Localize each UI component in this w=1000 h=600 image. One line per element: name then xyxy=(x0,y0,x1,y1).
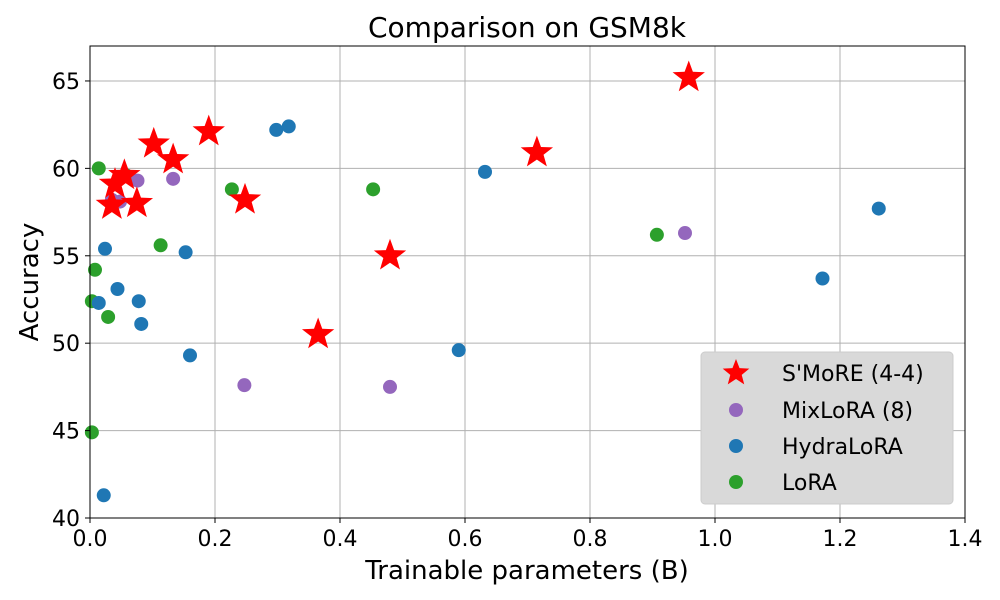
data-point xyxy=(269,122,284,137)
data-point xyxy=(237,378,252,393)
data-point-star xyxy=(137,126,170,158)
x-tick-label: 0.2 xyxy=(198,527,233,552)
data-point xyxy=(366,182,381,197)
data-point xyxy=(183,348,197,363)
y-tick-label: 65 xyxy=(52,70,80,95)
legend-label-lora: LoRA xyxy=(782,471,837,496)
data-point-star xyxy=(120,186,154,218)
data-point xyxy=(281,119,296,134)
data-point xyxy=(478,164,492,179)
x-axis-label: Trainable parameters (B) xyxy=(364,556,689,586)
data-point xyxy=(153,238,168,253)
data-point-star xyxy=(98,167,132,198)
data-point xyxy=(91,161,106,176)
data-point xyxy=(110,281,125,296)
legend-marker-star xyxy=(722,359,750,385)
chart-title: Comparison on GSM8k xyxy=(368,11,687,44)
data-point xyxy=(178,245,193,260)
y-axis-label: Accuracy xyxy=(15,223,45,342)
data-point-star xyxy=(95,188,129,219)
data-point xyxy=(224,182,239,197)
data-point xyxy=(130,173,145,188)
series-s-more-4-4 xyxy=(95,60,705,349)
data-point xyxy=(678,226,692,241)
data-point xyxy=(383,379,397,394)
data-point-star xyxy=(192,114,225,146)
data-point xyxy=(84,425,99,440)
data-point-star xyxy=(301,317,335,349)
y-tick-label: 60 xyxy=(52,157,80,182)
data-point-star xyxy=(520,135,554,167)
legend-box xyxy=(700,351,954,505)
data-point-star xyxy=(373,238,407,270)
data-point xyxy=(131,294,146,309)
y-tick-label: 55 xyxy=(52,245,80,270)
x-tick-label: 0.4 xyxy=(323,527,358,552)
series-hydralora xyxy=(91,119,886,503)
x-tick-label: 0.8 xyxy=(573,527,608,552)
data-point-star xyxy=(108,158,141,190)
data-point-star xyxy=(228,182,262,214)
data-point-star xyxy=(156,142,190,174)
data-point xyxy=(134,316,149,331)
axis-ticks: 0.0 0.2 0.4 0.6 0.8 1.0 1.2 1.4 40 45 50 55 60 65 xyxy=(52,70,983,552)
data-point xyxy=(871,201,886,216)
data-point xyxy=(815,271,830,286)
x-tick-label: 1.0 xyxy=(698,527,733,552)
x-tick-label: 1.2 xyxy=(823,527,858,552)
legend-marker-lora xyxy=(729,475,743,489)
data-point xyxy=(98,241,112,256)
y-tick-label: 50 xyxy=(52,332,80,357)
data-point xyxy=(101,309,116,324)
data-point xyxy=(91,295,106,310)
series-lora xyxy=(84,161,664,440)
data-point xyxy=(649,227,664,242)
legend-marker-hydralora xyxy=(729,439,743,453)
legend-marker-mixlora-8 xyxy=(729,403,743,417)
data-point xyxy=(166,171,181,186)
data-point-star xyxy=(672,60,705,92)
plot-frame xyxy=(89,45,966,519)
x-tick-label: 1.4 xyxy=(948,527,983,552)
data-points xyxy=(84,60,886,503)
legend: S'MoRE (4-4) MixLoRA (8) HydraLoRA LoRA xyxy=(700,351,954,505)
legend-label-smore: S'MoRE (4-4) xyxy=(782,362,924,387)
data-point xyxy=(96,488,111,503)
x-tick-label: 0.0 xyxy=(73,527,108,552)
y-tick-label: 45 xyxy=(52,420,80,445)
y-tick-label: 40 xyxy=(52,507,80,532)
data-point xyxy=(88,262,102,277)
data-point xyxy=(451,343,466,358)
legend-label-hydralora: HydraLoRA xyxy=(782,435,903,460)
x-tick-label: 0.6 xyxy=(448,527,483,552)
legend-label-mixlora: MixLoRA (8) xyxy=(782,399,913,424)
